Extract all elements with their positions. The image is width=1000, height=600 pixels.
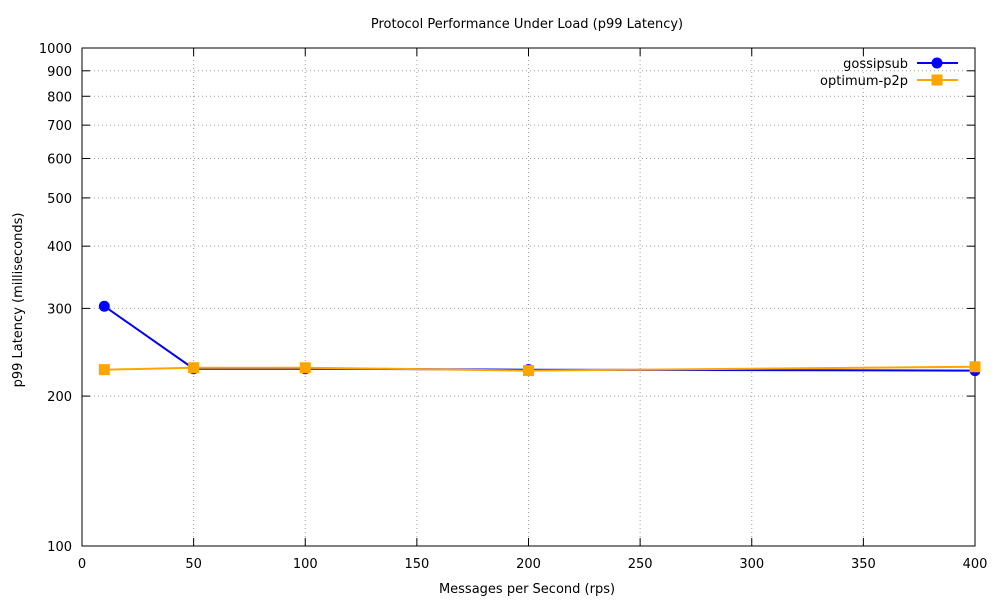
series-line-gossipsub	[103, 305, 976, 372]
data-point-optimum-p2p	[969, 361, 981, 373]
axes: 0 50 100 150 200 250 300 350 400 100 200 300 400 500 6…	[39, 42, 988, 572]
x-tick-label: 400	[963, 557, 988, 572]
x-tick-label: 50	[185, 557, 202, 572]
y-tick-label: 700	[47, 119, 72, 134]
y-tick-label: 500	[47, 192, 72, 207]
y-tick-label: 800	[47, 90, 72, 105]
legend: gossipsub optimum-p2p	[820, 57, 958, 89]
chart-title: Protocol Performance Under Load (p99 Lat…	[371, 17, 683, 32]
y-tick-label: 1000	[39, 42, 72, 57]
data-point-optimum-p2p	[98, 364, 110, 376]
legend-marker-optimum-p2p	[931, 74, 943, 86]
series-gossipsub	[98, 300, 981, 377]
y-tick-label: 200	[47, 390, 72, 405]
series-optimum-p2p	[98, 361, 981, 377]
x-tick-label: 250	[628, 557, 653, 572]
y-tick-label: 100	[47, 540, 72, 555]
y-tick-label: 600	[47, 152, 72, 167]
x-tick-label: 350	[851, 557, 876, 572]
data-point-optimum-p2p	[523, 365, 534, 377]
legend-label-optimum-p2p: optimum-p2p	[820, 74, 908, 89]
y-axis-label: p99 Latency (milliseconds)	[11, 213, 26, 388]
x-tick-label: 0	[78, 557, 86, 572]
series	[98, 300, 981, 377]
y-tick-label: 900	[47, 65, 72, 80]
x-tick-label: 300	[739, 557, 764, 572]
x-tick-label: 100	[293, 557, 318, 572]
x-axis-label: Messages per Second (rps)	[439, 582, 615, 597]
legend-marker-gossipsub	[931, 57, 943, 69]
y-tick-label: 300	[47, 302, 72, 317]
data-point-optimum-p2p	[188, 362, 200, 374]
grid	[82, 48, 975, 546]
y-tick-label: 400	[47, 240, 72, 255]
data-point-optimum-p2p	[299, 362, 311, 374]
legend-label-gossipsub: gossipsub	[843, 57, 908, 72]
x-tick-label: 150	[404, 557, 429, 572]
data-point-gossipsub	[98, 300, 110, 312]
x-tick-label: 200	[516, 557, 541, 572]
